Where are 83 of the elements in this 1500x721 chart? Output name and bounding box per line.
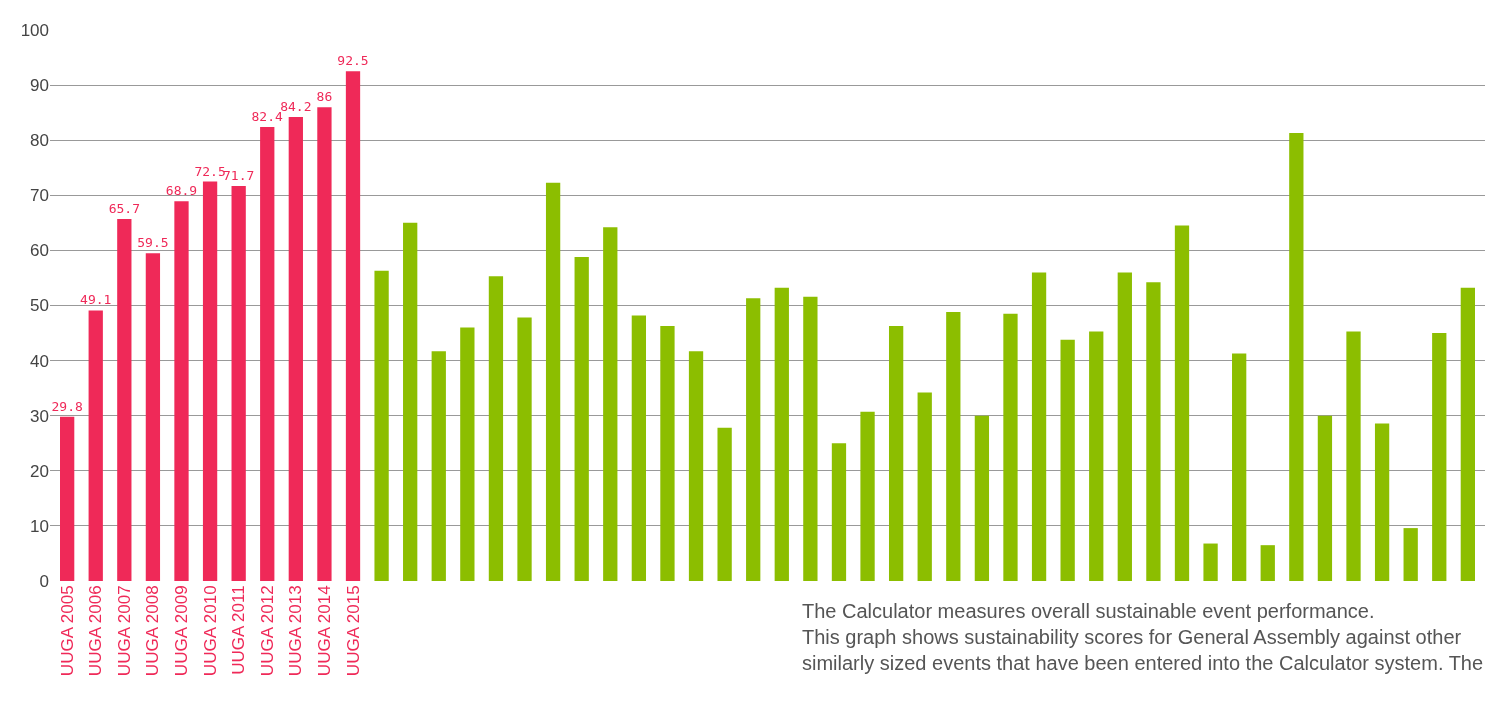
bar: [88, 310, 103, 581]
y-tick-label: 80: [30, 131, 49, 151]
x-tick-label: UUGA 2011: [229, 585, 249, 675]
bar: [345, 71, 361, 581]
bar: [174, 201, 189, 581]
bar: [1031, 272, 1047, 581]
bar: [403, 222, 418, 581]
bar: [1403, 528, 1418, 581]
x-tick-label: UUGA 2014: [314, 585, 334, 677]
y-tick-label: 40: [30, 351, 49, 371]
bar: [574, 257, 589, 581]
bar: [1260, 545, 1275, 581]
y-tick-label: 10: [30, 516, 49, 536]
x-tick-label: UUGA 2006: [86, 585, 106, 677]
bar: [60, 416, 75, 581]
bar: [803, 296, 818, 581]
bar: [517, 317, 532, 581]
y-tick-label: 70: [30, 186, 49, 206]
bar: [660, 325, 675, 581]
y-tick-label: 60: [30, 241, 49, 261]
bar: [1346, 331, 1361, 581]
bar: [917, 392, 932, 581]
bar: [1117, 272, 1132, 581]
bar: [631, 315, 647, 581]
bar: [1317, 415, 1333, 581]
bar: [603, 227, 618, 581]
y-tick-label: 100: [20, 20, 49, 40]
data-label: 68.9: [165, 183, 198, 199]
x-tick-label: UUGA 2015: [343, 585, 363, 677]
data-label: 49.1: [80, 292, 112, 308]
x-tick-label: UUGA 2012: [257, 585, 277, 677]
bar: [1374, 423, 1390, 581]
bar: [117, 218, 132, 581]
data-label: 65.7: [108, 200, 140, 216]
bar: [460, 327, 475, 581]
bar: [888, 325, 904, 581]
bar: [774, 287, 789, 581]
bar: [1089, 331, 1104, 581]
bar: [488, 276, 504, 581]
bar: [431, 351, 446, 581]
x-tick-label: UUGA 2010: [200, 585, 220, 677]
bar: [746, 298, 761, 581]
bar: [831, 443, 847, 581]
bar: [288, 117, 303, 581]
y-tick-label: 90: [30, 76, 49, 96]
text: The Calculator measures overall sustainable event performance. This graph shows sustainability scores for General Assembly against other similarly sized events that have been entered into the Calculator system. The: [802, 600, 1484, 674]
bar: [717, 427, 732, 581]
bar: [1146, 282, 1161, 581]
data-label: 59.5: [137, 235, 169, 251]
x-tick-label: UUGA 2009: [172, 585, 192, 677]
bar: [1289, 133, 1304, 581]
data-label: 92.5: [337, 53, 369, 69]
bar: [946, 312, 961, 581]
bar: [545, 182, 561, 581]
data-label: 86: [316, 89, 333, 105]
bar: [317, 107, 332, 581]
bar: [1460, 287, 1475, 581]
bar: [374, 270, 389, 581]
x-tick-label: UUGA 2007: [114, 585, 134, 677]
bar: [688, 351, 704, 581]
x-tick-label: UUGA 2005: [57, 585, 77, 677]
x-tick-label: UUGA 2013: [286, 585, 306, 677]
data-label: 84.2: [280, 99, 312, 115]
bar: [1174, 225, 1190, 581]
y-tick-label: 50: [30, 296, 49, 316]
y-tick-label: 0: [39, 571, 49, 591]
bar: [1060, 339, 1075, 581]
y-tick-label: 20: [30, 461, 49, 481]
bar: [231, 185, 246, 581]
data-label: 71.7: [223, 167, 255, 183]
bar: [1232, 353, 1247, 581]
bar: [1003, 313, 1018, 581]
x-tick-label: UUGA 2008: [143, 585, 163, 677]
data-label: 29.8: [51, 398, 83, 414]
bar: [860, 411, 875, 581]
bar: [974, 415, 990, 581]
bar: [145, 253, 161, 581]
bar: [202, 181, 218, 581]
bar: [1203, 543, 1218, 581]
data-label: 72.5: [194, 163, 226, 179]
bar: [260, 126, 275, 581]
y-tick-label: 30: [30, 406, 49, 426]
bar: [1432, 333, 1447, 581]
